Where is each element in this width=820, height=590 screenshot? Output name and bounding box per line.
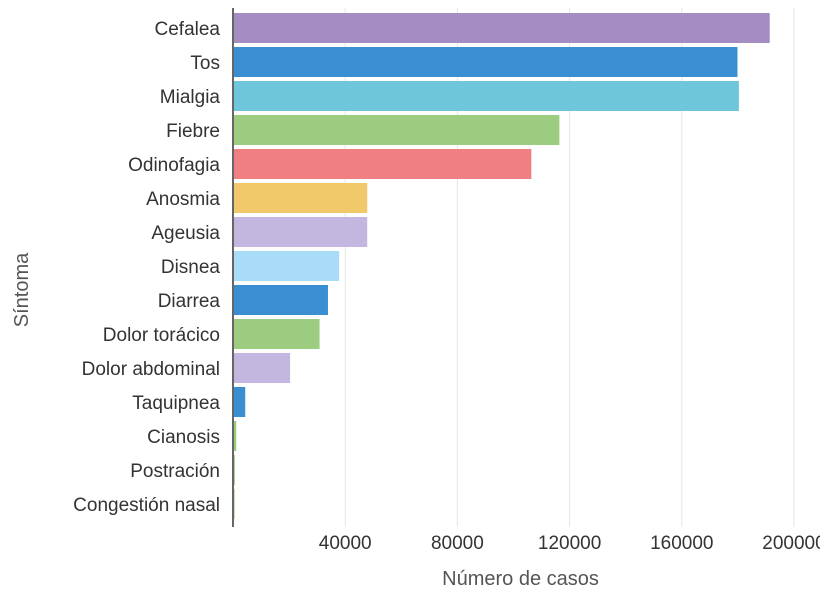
category-label: Cianosis: [147, 427, 220, 448]
bar: [234, 421, 237, 451]
category-label: Diarrea: [158, 291, 221, 312]
y-axis-title: Síntoma: [11, 252, 33, 327]
bar: [234, 13, 770, 43]
x-tick-label: 160000: [650, 533, 713, 554]
x-axis-title: Número de casos: [442, 568, 599, 590]
category-label: Dolor torácico: [103, 325, 220, 346]
category-label: Mialgia: [160, 87, 221, 108]
bar: [234, 251, 340, 281]
bar: [234, 455, 235, 485]
bar: [234, 285, 328, 315]
x-tick-label: 80000: [431, 533, 484, 554]
bar: [234, 47, 738, 77]
x-tick-label: 120000: [538, 533, 601, 554]
x-tick-label: 40000: [319, 533, 372, 554]
category-label: Tos: [190, 53, 220, 74]
category-label: Fiebre: [166, 121, 220, 142]
bar: [234, 115, 560, 145]
bar: [234, 217, 368, 247]
category-labels: Cefalea Tos Mialgia Fiebre Odinofagia Anosmia…: [73, 19, 220, 516]
category-label: Dolor abdominal: [82, 359, 220, 380]
bar: [234, 81, 739, 111]
bar: [234, 387, 246, 417]
category-label: Odinofagia: [128, 155, 220, 176]
category-label: Anosmia: [146, 189, 220, 210]
category-label: Postración: [130, 461, 220, 482]
category-label: Taquipnea: [132, 393, 220, 414]
bars: [234, 13, 770, 519]
category-label: Ageusia: [151, 223, 220, 244]
category-label: Cefalea: [155, 19, 221, 40]
bar: [234, 183, 368, 213]
bar: [234, 319, 320, 349]
x-tick-labels: 40000 80000 120000 160000 200000: [319, 533, 820, 554]
bar: [234, 489, 235, 519]
x-tick-label: 200000: [762, 533, 820, 554]
bar: [234, 353, 291, 383]
category-label: Disnea: [161, 257, 221, 278]
category-label: Congestión nasal: [73, 495, 220, 516]
bar: [234, 149, 532, 179]
